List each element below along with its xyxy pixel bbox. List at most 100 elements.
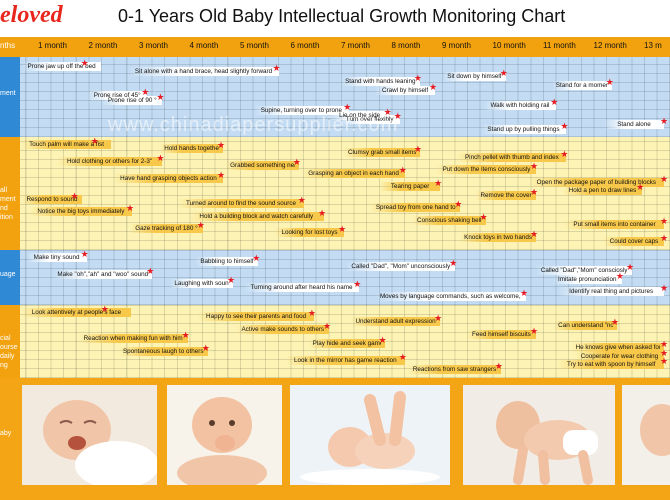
baby-photo-crawling (463, 385, 615, 485)
month-label: 12 month (593, 41, 627, 50)
watermark: www.chinadiapersupplier.com (108, 114, 399, 136)
milestone-star-icon: ★ (196, 220, 205, 231)
milestone-label: Called "Dad", "Mom" unconsciously (351, 262, 451, 270)
milestone-bar (198, 312, 314, 322)
milestone-label: Knock toys in two hands (464, 233, 533, 241)
milestone-label: Have hand grasping objects action (120, 174, 217, 182)
milestone-label: Active make sounds to others (241, 326, 325, 334)
months-header-label: nths (0, 41, 16, 50)
milestone-label: Stand up by pulling things (487, 126, 560, 134)
milestone-star-icon: ★ (413, 72, 422, 83)
milestone-bar (380, 182, 441, 192)
milestone-star-icon: ★ (343, 101, 352, 112)
milestone-star-icon: ★ (660, 116, 669, 127)
milestone-label: He knows give when asked for (575, 343, 660, 351)
milestone-star-icon: ★ (181, 330, 190, 341)
milestone-label: Hold a building block and watch carefull… (199, 212, 314, 220)
section-side-bar (0, 250, 20, 305)
milestone-label: Reactions from saw strangers (412, 365, 497, 373)
milestone-bar (26, 253, 87, 262)
month-label: 6 month (290, 41, 320, 50)
milestone-star-icon: ★ (454, 199, 463, 210)
milestone-bar (346, 261, 456, 271)
milestone-bar (195, 257, 259, 267)
milestone-label: Try to eat with spoon by himself (567, 361, 656, 369)
milestone-label: Prone jaw up off the bed (27, 63, 96, 70)
baby-photo-thumb (167, 385, 282, 485)
milestone-label: Called "Dad","Mom" consciosly (540, 266, 628, 274)
milestone-bar (114, 173, 223, 183)
milestone-bar (480, 125, 567, 135)
milestone-bar (552, 274, 622, 284)
milestone-star-icon: ★ (201, 343, 210, 354)
section-band: ment Prone jaw up off the bed ★ Sit alone w… (0, 57, 670, 137)
milestone-label: Lie on the side (339, 111, 381, 119)
milestone-bar (236, 325, 329, 335)
milestone-label: Feed himself biscuits (472, 330, 531, 338)
section-label: all ment nd ition (0, 186, 16, 221)
milestone-star-icon: ★ (660, 347, 669, 358)
section-band: all ment nd ition Touch palm will make a … (0, 137, 670, 250)
milestone-label: Crawl by himself (381, 87, 429, 95)
milestone-star-icon: ★ (479, 211, 488, 222)
milestone-star-icon: ★ (323, 321, 332, 332)
month-label: 13 m (644, 41, 662, 50)
milestone-star-icon: ★ (550, 96, 559, 107)
milestone-bar (466, 329, 537, 339)
milestone-bar (329, 110, 390, 120)
milestone-label: Turned around to find the sound source (186, 199, 297, 207)
section-label: uage (0, 270, 16, 278)
milestone-bar (339, 115, 400, 125)
milestone-label: Put down the items consciously (442, 166, 531, 174)
milestone-star-icon: ★ (660, 338, 669, 349)
milestone-bar (22, 308, 131, 317)
milestone-label: Grabbed something near (230, 162, 295, 170)
month-label: 8 month (391, 41, 421, 50)
milestone-label: Grasping an object in each hand (308, 170, 399, 178)
milestone-label: Prone rise of 45° (93, 92, 141, 100)
milestone-star-icon: ★ (530, 228, 539, 239)
milestone-bar (78, 334, 188, 344)
milestone-label: Look in the mirror has game reaction (294, 356, 397, 364)
milestone-star-icon: ★ (216, 169, 226, 180)
milestone-bar (565, 219, 664, 229)
milestone-label: Pinch pellet with thumb and index (464, 153, 559, 161)
milestone-label: Tearing paper (390, 183, 430, 191)
milestone-bar (375, 86, 436, 96)
milestone-star-icon: ★ (338, 224, 347, 235)
milestone-star-icon: ★ (429, 82, 438, 93)
milestone-label: Understand adult expression (355, 317, 436, 325)
milestone-star-icon: ★ (126, 203, 135, 214)
milestone-bar (170, 278, 234, 288)
milestone-star-icon: ★ (660, 283, 669, 294)
milestone-label: Reaction when making fun with him (83, 335, 183, 343)
section-band: cial ourse daily ng Look attentively at p… (0, 305, 670, 378)
baby-photo-crying (22, 385, 157, 485)
milestone-label: Cooperate for wear clothing (580, 352, 659, 360)
milestone-star-icon: ★ (434, 178, 443, 189)
milestone-star-icon: ★ (610, 317, 619, 328)
milestone-star-icon: ★ (100, 305, 109, 314)
milestone-label: Sit alone with a hand brace, head slight… (134, 67, 273, 75)
milestone-star-icon: ★ (449, 257, 458, 268)
milestone-bar (412, 215, 486, 225)
milestone-bar (243, 283, 360, 293)
milestone-label: Spread toy from one hand to (375, 204, 456, 212)
milestone-bar (56, 156, 163, 166)
milestone-label: Happy to see their parents and food (206, 313, 307, 321)
milestone-label: Hold hands together (164, 145, 219, 153)
month-label: 3 month (139, 41, 168, 50)
section-label: ment (0, 90, 16, 97)
milestone-bar (604, 120, 664, 130)
milestone-label: Can understand "no" (558, 322, 613, 330)
milestone-label: Sit down by himself (447, 72, 502, 80)
milestone-star-icon: ★ (660, 356, 669, 367)
month-label: 11 month (543, 41, 576, 50)
milestone-bar (226, 161, 299, 171)
baby-photo-partial (622, 385, 670, 485)
milestone-label: Play hide and seek game (312, 339, 381, 347)
milestone-bar (604, 236, 664, 246)
milestone-label: Turn over flexibly (345, 116, 394, 124)
milestone-bar (562, 186, 643, 196)
milestone-star-icon: ★ (636, 182, 645, 193)
